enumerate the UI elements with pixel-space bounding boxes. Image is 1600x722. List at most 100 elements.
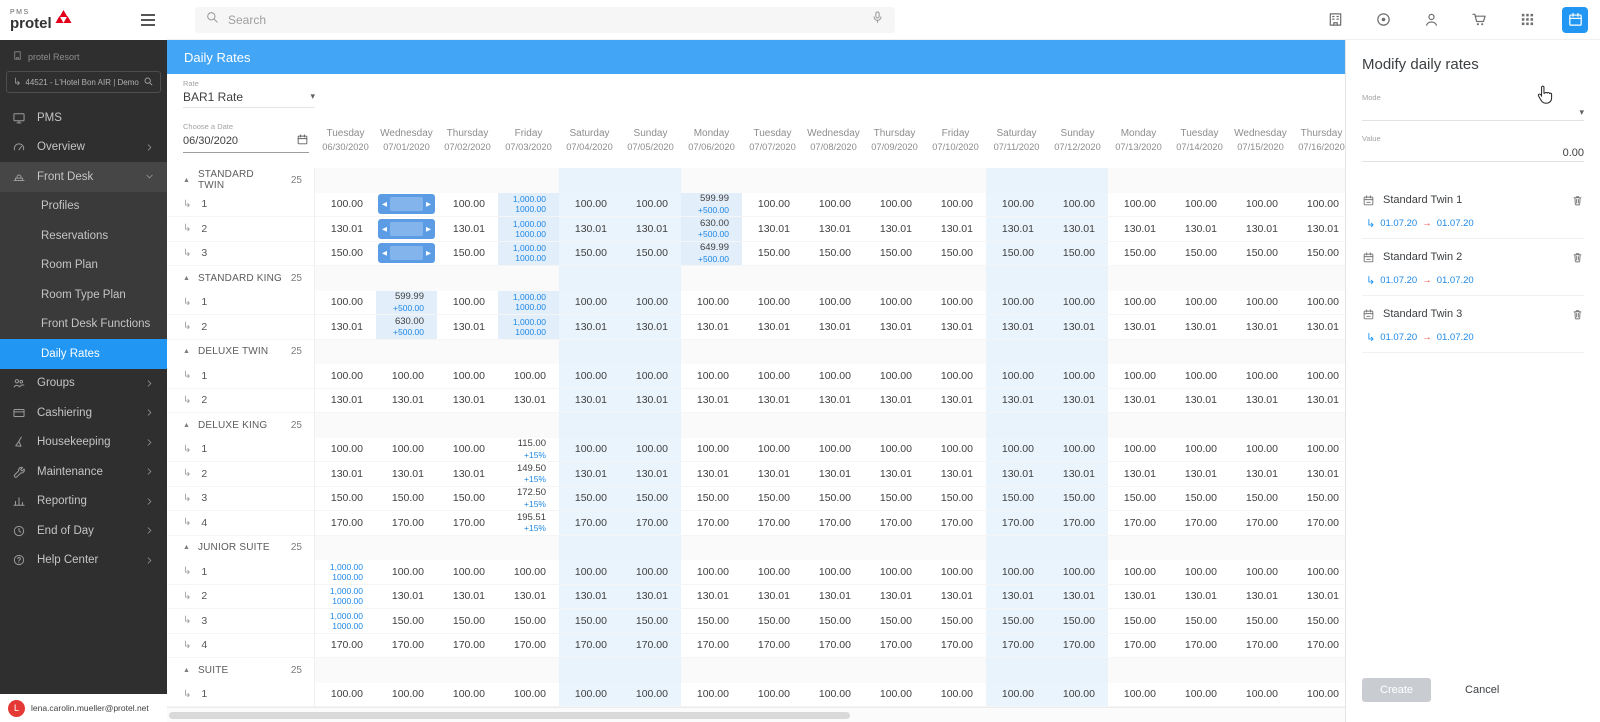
rate-cell[interactable]: 100.00 (559, 290, 620, 315)
rate-cell[interactable]: 130.01 (864, 584, 925, 609)
rate-cell[interactable]: 150.00 (1169, 241, 1230, 266)
rate-cell[interactable]: 130.01 (925, 388, 986, 413)
rate-cell[interactable]: 150.00 (986, 609, 1047, 634)
rate-cell[interactable]: 130.01 (1291, 315, 1345, 340)
rate-cell[interactable]: 100.00 (1291, 364, 1345, 389)
rate-cell[interactable]: 150.00 (437, 241, 498, 266)
rate-cell[interactable]: 130.01 (498, 388, 559, 413)
rate-cell[interactable]: 130.01 (925, 217, 986, 242)
collapse-icon[interactable]: ▲ (183, 176, 190, 184)
rate-cell[interactable]: 130.01 (498, 584, 559, 609)
rate-cell[interactable]: 150.00 (1291, 241, 1345, 266)
rate-cell[interactable]: 100.00 (803, 437, 864, 462)
rate-cell[interactable]: 100.00 (315, 437, 376, 462)
sidebar-item-front-desk-functions[interactable]: Front Desk Functions (0, 309, 167, 339)
trash-button[interactable] (1571, 251, 1584, 264)
rate-cell[interactable]: 130.01 (315, 315, 376, 340)
rate-cell[interactable]: 150.00 (925, 609, 986, 634)
rate-cell[interactable]: 100.00 (315, 364, 376, 389)
rate-stepper[interactable]: ◀ ▶ (378, 218, 435, 239)
rate-cell[interactable]: 100.00 (742, 364, 803, 389)
rate-cell[interactable]: 100.00 (1291, 682, 1345, 707)
rate-cell[interactable]: 130.01 (315, 462, 376, 487)
rate-cell[interactable]: 130.01 (803, 584, 864, 609)
sidebar-item-overview[interactable]: Overview (0, 133, 167, 163)
hamburger-menu-icon[interactable] (141, 14, 155, 26)
profile-button[interactable] (1418, 7, 1444, 33)
rate-cell[interactable]: 170.00 (986, 511, 1047, 536)
rate-cell[interactable]: 130.01 (1169, 217, 1230, 242)
rate-cell[interactable]: 130.01 (1108, 462, 1169, 487)
rate-cell[interactable]: 172.50 +15% (498, 486, 559, 511)
mic-icon[interactable] (870, 10, 885, 25)
rate-cell[interactable]: 130.01 (742, 462, 803, 487)
rate-cell[interactable]: 130.01 (742, 315, 803, 340)
rate-cell[interactable]: 100.00 (437, 682, 498, 707)
rate-cell[interactable]: 150.00 (1108, 241, 1169, 266)
rate-cell[interactable]: 150.00 (1291, 609, 1345, 634)
rate-cell[interactable]: 100.00 (681, 560, 742, 585)
rate-cell[interactable]: 130.01 (1108, 388, 1169, 413)
rate-cell[interactable]: 100.00 (1169, 437, 1230, 462)
rate-cell[interactable]: 100.00 (437, 437, 498, 462)
rate-cell[interactable]: 100.00 (986, 560, 1047, 585)
rate-cell[interactable]: 130.01 (925, 315, 986, 340)
rate-cell[interactable]: 170.00 (376, 511, 437, 536)
rate-cell[interactable]: 130.01 (376, 388, 437, 413)
rate-cell[interactable]: 130.01 (1230, 462, 1291, 487)
rate-cell[interactable]: 150.00 (620, 241, 681, 266)
rate-cell[interactable]: 130.01 (986, 217, 1047, 242)
rate-cell[interactable]: 100.00 (1108, 437, 1169, 462)
sidebar-item-help-center[interactable]: Help Center (0, 546, 167, 576)
rate-cell[interactable]: 1,000.00 1000.00 (315, 609, 376, 634)
rate-cell[interactable]: ◀ ▶ (376, 241, 437, 266)
rate-cell[interactable]: 100.00 (986, 682, 1047, 707)
rate-cell[interactable]: 100.00 (864, 290, 925, 315)
rate-cell[interactable]: 150.00 (315, 486, 376, 511)
rate-cell[interactable]: 100.00 (376, 682, 437, 707)
rate-cell[interactable]: 1,000.00 1000.00 (315, 584, 376, 609)
rate-cell[interactable]: 170.00 (681, 511, 742, 536)
sidebar-item-daily-rates[interactable]: Daily Rates (0, 339, 167, 369)
rate-cell[interactable]: 100.00 (1047, 560, 1108, 585)
rate-cell[interactable]: 170.00 (864, 511, 925, 536)
rate-cell[interactable]: 130.01 (1047, 462, 1108, 487)
rate-cell[interactable]: 100.00 (1169, 560, 1230, 585)
rate-cell[interactable]: 150.00 (1047, 241, 1108, 266)
rate-cell[interactable]: 130.01 (437, 315, 498, 340)
rate-cell[interactable]: 630.00 +500.00 (681, 217, 742, 242)
rate-cell[interactable]: 130.01 (1169, 584, 1230, 609)
cart-button[interactable] (1466, 7, 1492, 33)
rate-cell[interactable]: 100.00 (742, 560, 803, 585)
rate-cell[interactable]: 130.01 (437, 584, 498, 609)
rate-cell[interactable]: 130.01 (742, 388, 803, 413)
rate-cell[interactable]: 150.00 (742, 486, 803, 511)
rate-cell[interactable]: 130.01 (1230, 388, 1291, 413)
rate-cell[interactable]: 130.01 (864, 388, 925, 413)
rate-cell[interactable]: 130.01 (986, 388, 1047, 413)
rate-cell[interactable]: 130.01 (1108, 584, 1169, 609)
rate-cell[interactable]: 150.00 (742, 241, 803, 266)
rate-cell[interactable]: 150.00 (620, 486, 681, 511)
rate-cell[interactable]: 130.01 (1108, 315, 1169, 340)
rate-cell[interactable]: 130.01 (559, 462, 620, 487)
rate-cell[interactable]: 150.00 (681, 609, 742, 634)
rate-cell[interactable]: 130.01 (925, 462, 986, 487)
rate-cell[interactable]: 100.00 (986, 290, 1047, 315)
rate-cell[interactable]: 130.01 (1230, 584, 1291, 609)
rate-cell[interactable]: 100.00 (498, 560, 559, 585)
rate-cell[interactable]: 130.01 (1230, 315, 1291, 340)
rate-cell[interactable]: 150.00 (864, 241, 925, 266)
rate-cell[interactable]: 170.00 (1108, 511, 1169, 536)
rate-cell[interactable]: 630.00 +500.00 (376, 315, 437, 340)
hotel-selector[interactable]: ↳ 44521 - L'Hotel Bon AIR | Demo (6, 71, 161, 93)
rate-cell[interactable]: 150.00 (803, 486, 864, 511)
rate-cell[interactable]: 170.00 (437, 633, 498, 658)
rate-cell[interactable]: 170.00 (1047, 633, 1108, 658)
rate-cell[interactable]: 130.01 (803, 388, 864, 413)
global-search[interactable] (195, 6, 895, 33)
collapse-icon[interactable]: ▲ (183, 274, 190, 282)
rate-cell[interactable]: 100.00 (559, 437, 620, 462)
rate-cell[interactable]: 100.00 (925, 560, 986, 585)
rate-cell[interactable]: 100.00 (925, 682, 986, 707)
